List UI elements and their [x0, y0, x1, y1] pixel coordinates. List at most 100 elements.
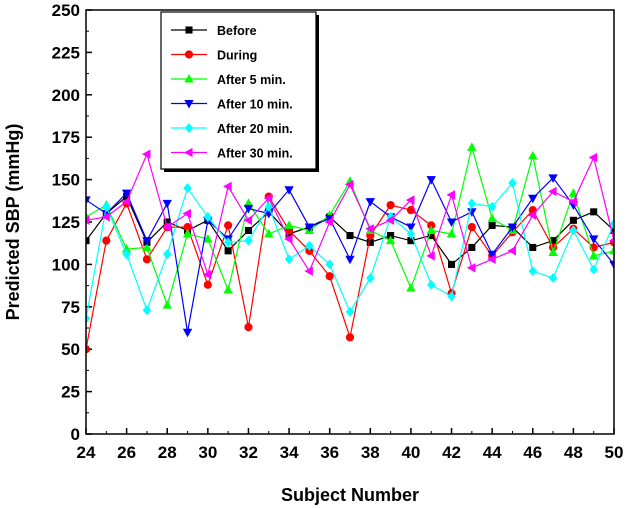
- data-point: [224, 247, 232, 255]
- data-point: [203, 280, 212, 289]
- y-tick-label: 75: [61, 298, 80, 317]
- data-point: [305, 240, 314, 251]
- data-point: [569, 216, 577, 224]
- data-point: [507, 223, 518, 233]
- data-point: [142, 242, 152, 251]
- data-point: [589, 235, 599, 244]
- data-point: [528, 194, 538, 204]
- data-point: [86, 313, 91, 324]
- legend-label: Before: [217, 24, 257, 38]
- data-point: [101, 212, 110, 222]
- data-point: [141, 149, 151, 159]
- data-point: [386, 200, 395, 210]
- data-point: [487, 250, 497, 260]
- data-point: [468, 243, 476, 251]
- legend-label: After 20 min.: [217, 122, 293, 136]
- data-point: [244, 323, 253, 332]
- data-point: [345, 255, 355, 265]
- data-point: [325, 272, 334, 281]
- data-point: [183, 183, 192, 194]
- y-tick-label: 25: [61, 383, 80, 402]
- legend-item: After 20 min.: [171, 122, 293, 136]
- data-point: [162, 300, 172, 309]
- data-point: [446, 218, 457, 227]
- legend-label: After 30 min.: [217, 147, 293, 161]
- x-tick-label: 40: [401, 443, 420, 462]
- x-tick-label: 38: [361, 443, 380, 462]
- legend-label: After 10 min.: [217, 98, 293, 112]
- data-point: [264, 228, 274, 238]
- data-point: [121, 189, 132, 199]
- data-point: [263, 193, 273, 203]
- y-tick-label: 225: [52, 43, 80, 62]
- data-point: [548, 174, 558, 183]
- data-point: [102, 201, 111, 212]
- data-point: [406, 228, 416, 239]
- data-point: [448, 260, 456, 268]
- data-point: [487, 254, 496, 264]
- data-point: [385, 235, 396, 245]
- legend-label: During: [217, 49, 257, 63]
- data-point: [184, 50, 194, 59]
- legend-item: During: [171, 49, 257, 63]
- data-point: [548, 186, 557, 197]
- data-point: [609, 218, 614, 229]
- data-point: [446, 228, 457, 238]
- data-point: [264, 201, 273, 212]
- data-point: [405, 195, 415, 205]
- data-point: [568, 196, 577, 207]
- x-tick-label: 36: [320, 443, 339, 462]
- x-tick-label: 42: [442, 443, 461, 462]
- data-point: [365, 198, 375, 207]
- series-after-20-min: [86, 177, 614, 324]
- data-point: [588, 152, 598, 163]
- data-point: [244, 226, 252, 235]
- plot-frame: [85, 9, 615, 435]
- data-point: [346, 232, 354, 240]
- data-point: [184, 74, 194, 83]
- data-point: [467, 198, 477, 209]
- data-point: [86, 215, 90, 225]
- data-point: [182, 328, 193, 338]
- data-point: [507, 246, 516, 256]
- y-tick-label: 175: [52, 128, 80, 147]
- data-point: [121, 196, 131, 207]
- data-point: [182, 208, 192, 219]
- data-point: [223, 284, 233, 294]
- x-tick-label: 44: [483, 443, 502, 462]
- data-point: [102, 236, 111, 245]
- data-point: [528, 266, 537, 277]
- data-point: [548, 272, 558, 283]
- y-tick-label: 50: [61, 340, 80, 359]
- data-point: [122, 249, 131, 260]
- data-point: [224, 221, 233, 230]
- data-point: [162, 199, 172, 209]
- data-point: [304, 223, 315, 233]
- data-point: [223, 237, 233, 248]
- data-point: [487, 213, 497, 223]
- y-axis-title: Predicted SBP (mmHg): [3, 124, 23, 321]
- x-tick-label: 50: [605, 443, 624, 462]
- data-point: [345, 180, 354, 190]
- data-point: [528, 150, 538, 160]
- data-point: [184, 147, 193, 158]
- data-point: [162, 222, 171, 232]
- data-point: [609, 260, 614, 270]
- y-tick-label: 0: [71, 425, 80, 444]
- y-tick-label: 125: [52, 213, 80, 232]
- data-point: [142, 305, 152, 316]
- data-point: [466, 263, 476, 273]
- data-point: [365, 224, 374, 234]
- data-point: [488, 221, 496, 229]
- x-tick-label: 32: [239, 443, 258, 462]
- data-point: [487, 201, 497, 212]
- data-point: [284, 234, 293, 244]
- series-after-30-min: [86, 149, 614, 280]
- x-tick-labels: 24 26 28 30 32 34 36 38 40 42 44 46 48 50: [77, 443, 624, 462]
- data-point: [447, 291, 456, 302]
- data-point: [569, 225, 578, 236]
- x-tick-label: 30: [198, 443, 217, 462]
- y-tick-labels: 0 25 50 75 100 125 150 175 200 225 250: [52, 1, 80, 444]
- x-tick-label: 24: [77, 443, 96, 462]
